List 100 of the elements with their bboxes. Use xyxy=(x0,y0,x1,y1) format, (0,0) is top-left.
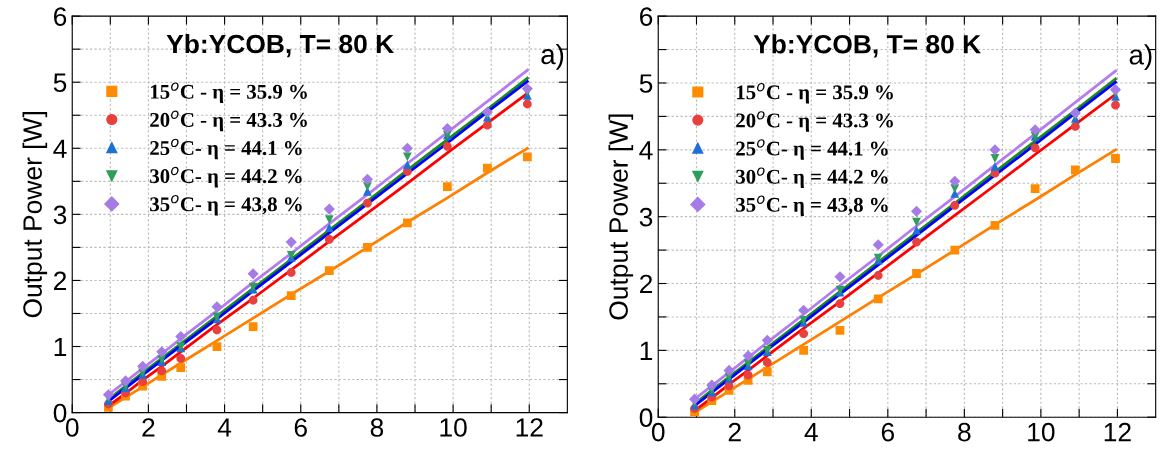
point xyxy=(1030,143,1040,153)
point xyxy=(835,299,845,308)
point xyxy=(1029,124,1041,136)
point xyxy=(1109,84,1122,96)
y-tick-label: 6 xyxy=(54,7,67,26)
point xyxy=(442,182,452,191)
point xyxy=(799,345,809,355)
point xyxy=(521,83,533,95)
point xyxy=(482,163,492,173)
point xyxy=(762,367,772,377)
point xyxy=(950,200,960,210)
point xyxy=(873,294,883,304)
y-tick-label: 2 xyxy=(54,271,67,290)
point xyxy=(401,142,413,154)
legend-label: 15$^{o}$C - η = 35.9 % xyxy=(736,83,893,104)
point xyxy=(950,245,960,255)
x-tick-label: 10 xyxy=(1028,422,1055,442)
point xyxy=(689,393,701,405)
point xyxy=(285,236,297,248)
point xyxy=(990,162,1000,171)
point xyxy=(798,304,810,316)
point xyxy=(835,325,845,335)
legend-label: 35$^{o}$C- η = 43,8 % xyxy=(736,195,888,217)
point xyxy=(742,350,754,362)
x-tick-label: 2 xyxy=(728,422,741,442)
y-tick-label: 3 xyxy=(53,205,67,225)
point xyxy=(706,379,718,391)
point xyxy=(137,360,149,372)
point xyxy=(286,291,296,301)
point xyxy=(212,342,222,351)
point xyxy=(949,175,961,187)
point xyxy=(799,329,809,339)
point xyxy=(522,99,532,109)
point xyxy=(442,141,452,151)
point xyxy=(176,363,186,373)
point xyxy=(873,271,883,280)
point xyxy=(441,122,453,135)
text: Yb:YCOB, T= 80 K xyxy=(753,34,981,58)
point xyxy=(761,334,773,346)
point xyxy=(323,203,335,215)
point xyxy=(912,269,921,278)
point xyxy=(403,160,412,170)
legend-label: 30$^{o}$C- η = 44.2 % xyxy=(150,166,302,188)
point xyxy=(176,354,186,363)
point xyxy=(212,325,222,335)
annotation: a) xyxy=(541,43,564,70)
y-axis-title: Output Power [W] xyxy=(22,112,48,318)
point xyxy=(723,364,735,376)
y-tick-label: 2 xyxy=(640,274,653,294)
x-tick-label: 8 xyxy=(958,422,971,442)
point xyxy=(481,106,493,118)
y-axis-title: Output Power [W] xyxy=(608,114,634,320)
point xyxy=(175,331,187,343)
point xyxy=(286,268,296,277)
legend-label: 25$^{o}$C- η = 44.1 % xyxy=(736,139,888,160)
x-tick-label: 2 xyxy=(142,418,155,437)
point xyxy=(522,152,532,162)
y-tick-label: 3 xyxy=(639,207,653,227)
point xyxy=(1030,184,1040,193)
point xyxy=(912,237,921,247)
legend-label: 30$^{o}$C- η = 44.2 % xyxy=(736,167,888,188)
point xyxy=(363,243,372,252)
point xyxy=(1069,107,1081,119)
point xyxy=(248,322,258,332)
point xyxy=(157,366,167,376)
y-tick-label: 0 xyxy=(53,403,67,423)
point xyxy=(990,220,1000,230)
x-tick-label: 6 xyxy=(881,422,894,442)
x-tick-label: 10 xyxy=(440,418,467,437)
legend-label: 15$^{o}$C - η = 35.9 % xyxy=(150,82,307,104)
point xyxy=(403,152,412,162)
y-tick-label: 1 xyxy=(54,337,67,357)
point xyxy=(248,295,258,305)
point xyxy=(1070,165,1080,175)
legend-label: 20$^{o}$C - η = 43.3 % xyxy=(150,110,307,132)
x-tick-label: 12 xyxy=(516,418,543,437)
point xyxy=(403,218,412,228)
y-tick-label: 4 xyxy=(639,141,653,160)
point xyxy=(834,271,846,283)
point xyxy=(120,375,132,387)
point xyxy=(363,198,372,208)
point xyxy=(324,223,334,232)
x-tick-label: 6 xyxy=(294,418,307,437)
legend-label: 35$^{o}$C- η = 43,8 % xyxy=(150,194,302,216)
point xyxy=(872,239,884,251)
y-tick-label: 4 xyxy=(53,139,67,158)
text: Yb:YCOB, T= 80 K xyxy=(166,33,394,58)
annotation: a) xyxy=(1129,44,1152,71)
point xyxy=(247,268,259,280)
point xyxy=(211,301,223,313)
y-tick-label: 5 xyxy=(53,73,67,93)
point xyxy=(324,235,334,244)
legend-label: 25$^{o}$C- η = 44.1 % xyxy=(150,138,302,160)
x-tick-label: 4 xyxy=(804,423,818,442)
y-tick-label: 1 xyxy=(640,341,653,360)
point xyxy=(762,358,772,367)
point xyxy=(910,205,923,217)
point xyxy=(156,346,168,358)
point xyxy=(989,144,1001,156)
y-tick-label: 5 xyxy=(639,74,653,93)
